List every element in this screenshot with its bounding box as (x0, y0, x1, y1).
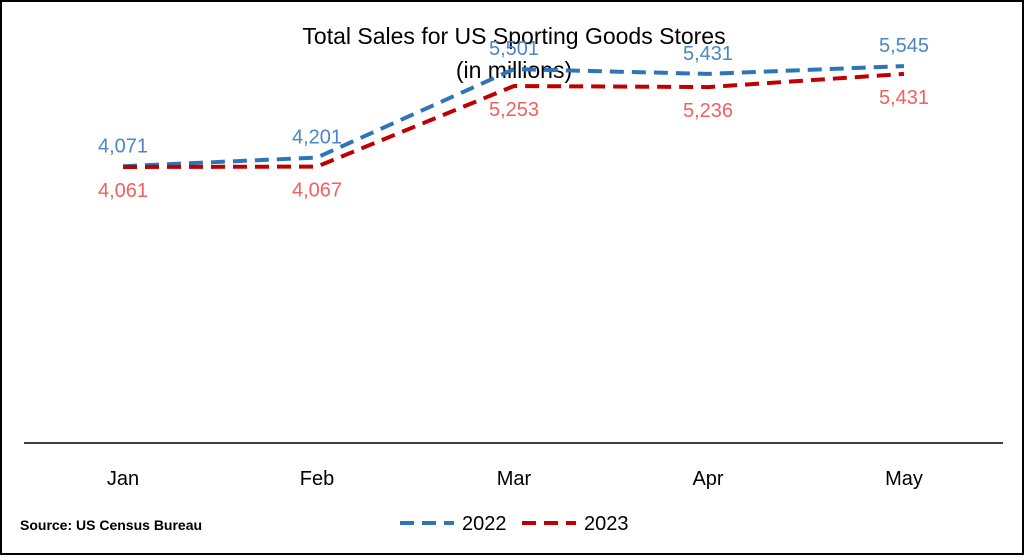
source-note: Source: US Census Bureau (20, 517, 202, 533)
chart-title: Total Sales for US Sporting Goods Stores (302, 23, 725, 49)
data-label-2022: 5,431 (683, 43, 733, 65)
legend-label-2023: 2023 (584, 513, 629, 535)
data-label-2022: 5,501 (489, 38, 539, 60)
series-layer (122, 64, 905, 169)
x-tick-label: Feb (300, 468, 334, 490)
data-label-2023: 5,253 (489, 99, 539, 121)
data-label-2023: 4,067 (292, 180, 342, 202)
data-label-2023: 5,431 (879, 87, 929, 109)
x-tick-label: Jan (107, 468, 139, 490)
data-label-2022: 4,071 (98, 135, 148, 157)
data-label-2022: 4,201 (292, 127, 342, 149)
data-label-2022: 5,545 (879, 35, 929, 57)
series-line-2022 (122, 64, 905, 169)
x-tick-label: Mar (497, 468, 532, 490)
x-tick-layer: Jan Feb Mar Apr May (107, 468, 923, 490)
series-line-2023 (122, 71, 905, 169)
legend-label-2022: 2022 (462, 513, 507, 535)
x-tick-label: Apr (692, 468, 723, 490)
x-tick-label: May (885, 468, 923, 490)
data-label-layer: 4,071 4,201 5,501 5,431 5,545 4,061 4,067 5,253… (98, 35, 929, 202)
legend: 2022 2023 (400, 513, 629, 535)
data-label-2023: 4,061 (98, 180, 148, 202)
data-label-2023: 5,236 (683, 100, 733, 122)
